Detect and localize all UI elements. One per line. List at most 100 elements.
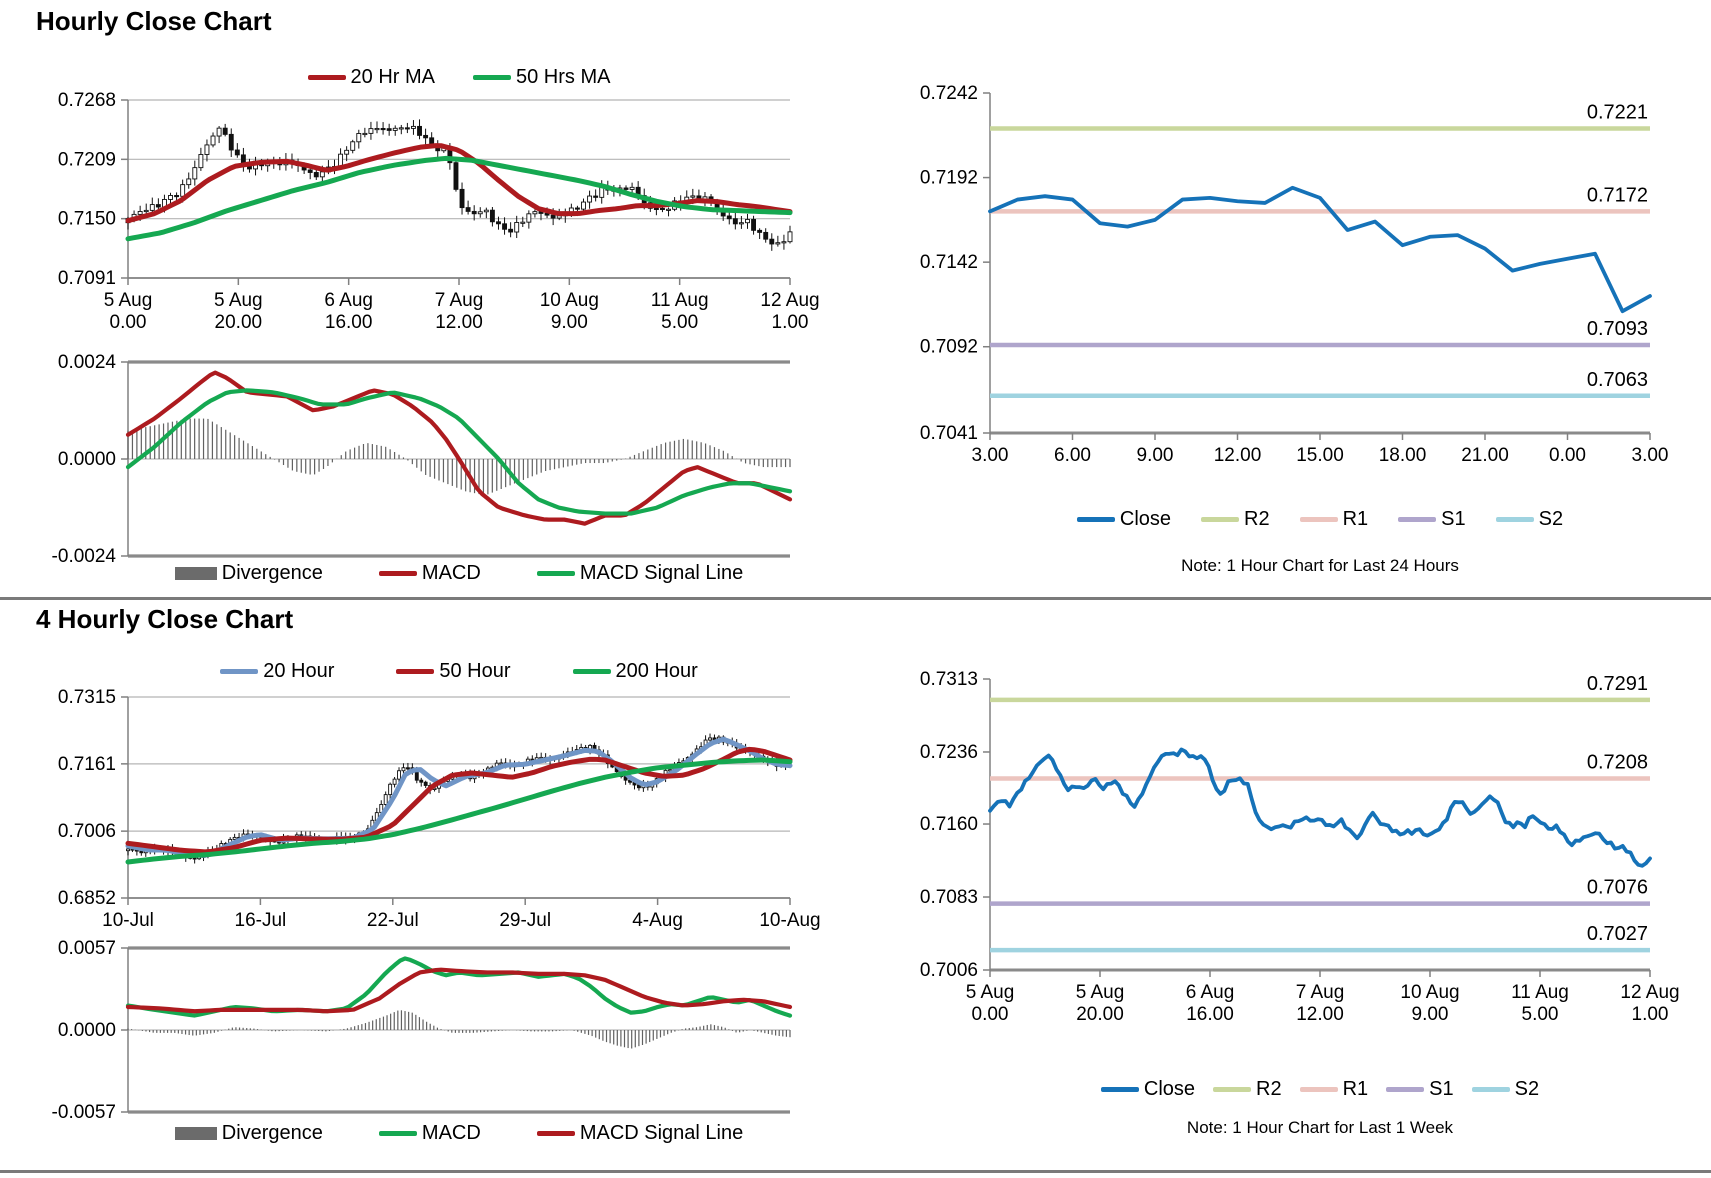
line-swatch-icon <box>1495 517 1534 522</box>
svg-text:16-Jul: 16-Jul <box>235 910 287 931</box>
svg-text:9.00: 9.00 <box>1412 1004 1449 1025</box>
legend-item-macd: MACD <box>378 562 481 585</box>
svg-text:0.0057: 0.0057 <box>58 938 116 959</box>
legend-item-divergence: Divergence <box>174 1122 323 1145</box>
line-swatch-icon <box>1299 1087 1338 1092</box>
svg-text:12.00: 12.00 <box>435 312 483 333</box>
svg-text:16.00: 16.00 <box>325 312 373 333</box>
svg-text:7 Aug: 7 Aug <box>1296 982 1345 1003</box>
section-divider <box>0 597 1711 600</box>
line-swatch-icon <box>1299 517 1338 522</box>
svg-text:0.7209: 0.7209 <box>58 149 116 170</box>
svg-text:18.00: 18.00 <box>1379 445 1427 466</box>
svg-text:5.00: 5.00 <box>661 312 698 333</box>
legend-item-s1: S1 <box>1386 1078 1454 1101</box>
legend-item-50-hour: 50 Hour <box>396 660 511 683</box>
hourly-section-title: Hourly Close Chart <box>36 6 272 36</box>
hourly-pivot-chart: 0.7242 0.7192 0.7142 0.7092 0.7041 3.00 6.00 9.… <box>840 70 1700 505</box>
svg-text:1.00: 1.00 <box>772 312 809 333</box>
svg-text:0.7093: 0.7093 <box>1587 318 1648 340</box>
svg-text:0.7063: 0.7063 <box>1587 369 1648 391</box>
legend-label: MACD <box>421 1122 481 1144</box>
svg-text:16.00: 16.00 <box>1186 1004 1234 1025</box>
legend-item-s2: S2 <box>1471 1078 1539 1101</box>
line-swatch-icon <box>220 669 259 674</box>
four-hourly-macd-chart: 0.0057 0.0000 -0.0057 <box>20 938 820 1126</box>
legend-item-close: Close <box>1100 1078 1196 1101</box>
svg-text:0.7041: 0.7041 <box>920 423 978 444</box>
svg-text:5.00: 5.00 <box>1522 1004 1559 1025</box>
legend-item-macd: MACD <box>378 1122 481 1145</box>
svg-text:-0.0057: -0.0057 <box>52 1102 116 1123</box>
legend-label: 50 Hour <box>439 660 511 682</box>
svg-text:3.00: 3.00 <box>1632 445 1669 466</box>
hourly-macd-legend: Divergence MACD MACD Signal Line <box>128 562 790 585</box>
hourly-pivot-note: Note: 1 Hour Chart for Last 24 Hours <box>1181 556 1459 575</box>
svg-text:0.7091: 0.7091 <box>58 268 116 289</box>
svg-text:0.7192: 0.7192 <box>920 168 978 189</box>
legend-item-20-hour: 20 Hour <box>220 660 334 683</box>
line-swatch-icon <box>1398 517 1437 522</box>
svg-text:12.00: 12.00 <box>1214 445 1262 466</box>
bar-swatch-icon <box>174 1127 217 1140</box>
svg-text:0.7236: 0.7236 <box>920 742 978 763</box>
legend-item-20-hr-ma: 20 Hr MA <box>307 66 435 89</box>
svg-text:0.00: 0.00 <box>1549 445 1586 466</box>
legend-label: MACD Signal Line <box>579 1122 744 1144</box>
line-swatch-icon <box>1471 1087 1510 1092</box>
svg-text:0.7242: 0.7242 <box>920 83 978 104</box>
legend-item-s2: S2 <box>1495 508 1563 531</box>
svg-text:7 Aug: 7 Aug <box>435 290 484 311</box>
four-hourly-price-legend: 20 Hour 50 Hour 200 Hour <box>128 660 790 683</box>
line-swatch-icon <box>378 571 417 576</box>
svg-text:5 Aug: 5 Aug <box>966 982 1015 1003</box>
legend-label: MACD <box>421 562 481 584</box>
line-swatch-icon <box>1076 517 1115 522</box>
svg-text:29-Jul: 29-Jul <box>499 910 551 931</box>
legend-label: Close <box>1119 508 1172 530</box>
legend-label: 20 Hour <box>263 660 335 682</box>
legend-item-r1: R1 <box>1299 508 1368 531</box>
legend-item-r2: R2 <box>1201 508 1270 531</box>
four-hourly-pivot-chart: 0.7313 0.7236 0.7160 0.7083 0.7006 5 Aug 0.00 5… <box>840 650 1700 1050</box>
svg-text:0.7315: 0.7315 <box>58 687 116 708</box>
svg-text:5 Aug: 5 Aug <box>104 290 153 311</box>
svg-text:20.00: 20.00 <box>1076 1004 1124 1025</box>
svg-text:6 Aug: 6 Aug <box>324 290 373 311</box>
svg-text:5 Aug: 5 Aug <box>1076 982 1125 1003</box>
four-hourly-section-title: 4 Hourly Close Chart <box>36 604 294 634</box>
line-swatch-icon <box>473 75 511 80</box>
four-hourly-pivot-legend: Close R2 R1 S1 S2 <box>990 1078 1650 1101</box>
hourly-macd-chart: 0.0024 0.0000 -0.0024 <box>20 348 820 576</box>
legend-label: Close <box>1143 1078 1196 1100</box>
legend-label: MACD Signal Line <box>579 562 744 584</box>
svg-text:12.00: 12.00 <box>1296 1004 1344 1025</box>
svg-text:21.00: 21.00 <box>1461 445 1509 466</box>
legend-item-200-hour: 200 Hour <box>572 660 698 683</box>
legend-item-macd-signal-line: MACD Signal Line <box>536 1122 744 1145</box>
line-swatch-icon <box>396 669 435 674</box>
hourly-price-chart: 0.7268 0.7209 0.7150 0.7091 5 Aug 0.00 5 Aug 20… <box>20 55 820 350</box>
svg-text:0.7268: 0.7268 <box>58 90 116 111</box>
legend-label: R2 <box>1256 1078 1282 1100</box>
svg-text:0.7027: 0.7027 <box>1587 923 1648 945</box>
svg-text:0.7208: 0.7208 <box>1587 752 1648 774</box>
legend-label: 20 Hr MA <box>350 66 435 88</box>
line-swatch-icon <box>1201 517 1240 522</box>
svg-text:0.0000: 0.0000 <box>58 1020 116 1041</box>
legend-item-r1: R1 <box>1299 1078 1369 1101</box>
svg-text:12 Aug: 12 Aug <box>760 290 819 311</box>
hourly-pivot-legend: Close R2 R1 S1 S2 <box>990 508 1650 531</box>
svg-text:0.7083: 0.7083 <box>920 887 978 908</box>
four-hourly-macd-legend: Divergence MACD MACD Signal Line <box>128 1122 790 1145</box>
legend-label: Divergence <box>221 562 323 584</box>
line-swatch-icon <box>1213 1087 1252 1092</box>
legend-item-macd-signal-line: MACD Signal Line <box>536 562 744 585</box>
legend-label: R1 <box>1342 1078 1369 1100</box>
svg-text:3.00: 3.00 <box>972 445 1009 466</box>
svg-text:0.7092: 0.7092 <box>920 337 978 358</box>
svg-text:20.00: 20.00 <box>215 312 263 333</box>
